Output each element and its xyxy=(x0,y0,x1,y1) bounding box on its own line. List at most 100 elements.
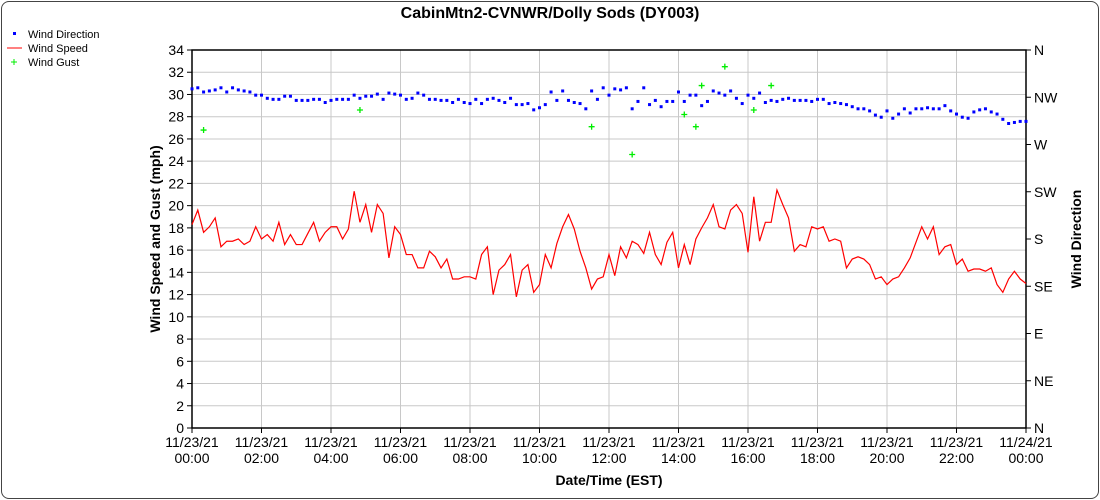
wind-gust-point xyxy=(692,123,699,130)
wind-direction-point xyxy=(312,97,316,101)
x-tick-date: 11/23/21 xyxy=(165,434,219,450)
wind-gust-point xyxy=(721,63,728,70)
x-tick-time: 18:00 xyxy=(800,450,835,466)
y-tick-label: 20 xyxy=(168,198,184,214)
wind-direction-point xyxy=(445,98,449,102)
y2-axis-label: Wind Direction xyxy=(1068,190,1084,289)
x-tick-time: 16:00 xyxy=(730,450,765,466)
x-tick-date: 11/23/21 xyxy=(791,434,845,450)
wind-direction-point xyxy=(271,97,275,101)
x-tick-time: 00:00 xyxy=(1008,450,1043,466)
wind-direction-point xyxy=(758,91,762,95)
wind-direction-point xyxy=(364,94,368,98)
wind-direction-point xyxy=(752,96,756,100)
y-tick-label: 22 xyxy=(168,175,184,191)
wind-direction-point xyxy=(317,97,321,101)
wind-direction-point xyxy=(590,89,594,93)
y2-tick-label: N xyxy=(1034,420,1044,436)
wind-direction-point xyxy=(943,104,947,108)
wind-direction-point xyxy=(213,88,217,92)
wind-direction-point xyxy=(671,99,675,103)
wind-direction-point xyxy=(1018,119,1022,123)
wind-direction-point xyxy=(399,93,402,97)
wind-direction-point xyxy=(370,94,374,98)
wind-direction-point xyxy=(294,98,298,102)
wind-direction-point xyxy=(827,102,831,106)
wind-direction-point xyxy=(833,101,837,104)
wind-direction-point xyxy=(474,97,478,101)
legend-label: Wind Gust xyxy=(28,57,79,69)
y-tick-label: 0 xyxy=(176,420,184,436)
wind-direction-point xyxy=(856,107,860,111)
legend-label: Wind Direction xyxy=(28,29,100,41)
wind-direction-point xyxy=(561,89,565,93)
x-tick-date: 11/23/21 xyxy=(930,434,984,450)
wind-direction-point xyxy=(862,107,866,111)
wind-direction-point xyxy=(873,113,877,117)
y2-tick-label: SE xyxy=(1034,278,1053,294)
x-tick-date: 11/23/21 xyxy=(721,434,775,450)
y-tick-label: 34 xyxy=(168,42,184,58)
wind-direction-point xyxy=(642,86,646,90)
wind-direction-point xyxy=(433,97,437,101)
wind-direction-point xyxy=(242,89,246,93)
wind-direction-point xyxy=(595,97,599,101)
wind-direction-point xyxy=(265,96,269,100)
plot-area-border xyxy=(191,49,1027,429)
wind-gust-point xyxy=(681,111,688,118)
y2-tick-label: E xyxy=(1034,326,1043,342)
wind-direction-point xyxy=(1007,122,1011,125)
wind-direction-point xyxy=(509,96,513,100)
wind-direction-point xyxy=(821,97,825,101)
wind-direction-point xyxy=(665,99,669,103)
wind-direction-point xyxy=(404,97,408,101)
wind-direction-point xyxy=(283,94,287,98)
wind-direction-point xyxy=(810,99,814,103)
wind-direction-point xyxy=(190,87,194,91)
wind-direction-point xyxy=(868,109,872,113)
wind-direction-point xyxy=(960,115,964,119)
x-tick-time: 20:00 xyxy=(869,450,904,466)
wind-direction-point xyxy=(983,107,987,111)
wind-direction-point xyxy=(792,98,796,102)
wind-gust-point xyxy=(750,107,757,114)
wind-direction-point xyxy=(277,97,281,101)
wind-direction-point xyxy=(497,98,501,102)
wind-direction-point xyxy=(775,99,779,103)
wind-gust-point xyxy=(200,127,207,134)
x-tick-time: 06:00 xyxy=(383,450,418,466)
y-tick-label: 32 xyxy=(168,64,184,80)
y-tick-label: 4 xyxy=(176,376,184,392)
y-tick-label: 8 xyxy=(176,331,184,347)
wind-direction-point xyxy=(520,103,524,107)
y-tick-label: 24 xyxy=(168,153,184,169)
wind-direction-point xyxy=(763,101,767,104)
chart-title: CabinMtn2-CVNWR/Dolly Sods (DY003) xyxy=(401,5,700,22)
y-tick-label: 2 xyxy=(176,398,184,414)
wind-direction-point xyxy=(427,97,431,101)
wind-direction-point xyxy=(323,101,327,104)
wind-direction-point xyxy=(381,97,385,101)
wind-direction-point xyxy=(358,96,362,100)
wind-direction-point xyxy=(717,91,721,95)
wind-direction-point xyxy=(844,103,848,107)
wind-direction-point xyxy=(937,107,941,111)
wind-direction-point xyxy=(955,112,958,116)
wind-direction-point xyxy=(729,89,733,93)
wind-direction-point xyxy=(688,93,692,97)
x-tick-date: 11/23/21 xyxy=(443,434,497,450)
legend-marker-direction xyxy=(13,32,16,35)
wind-direction-point xyxy=(891,116,895,120)
legend: Wind Direction Wind Speed Wind Gust xyxy=(7,29,100,69)
wind-direction-point xyxy=(850,105,854,109)
wind-gust-point xyxy=(629,151,636,158)
x-tick-date: 11/24/21 xyxy=(999,434,1053,450)
wind-direction-point xyxy=(723,93,727,97)
wind-direction-point xyxy=(485,97,489,101)
x-tick-time: 08:00 xyxy=(452,450,487,466)
wind-direction-point xyxy=(705,99,709,103)
wind-direction-point xyxy=(648,103,652,107)
wind-direction-point xyxy=(202,90,206,94)
wind-direction-point xyxy=(584,107,588,111)
y-tick-label: 10 xyxy=(168,309,184,325)
